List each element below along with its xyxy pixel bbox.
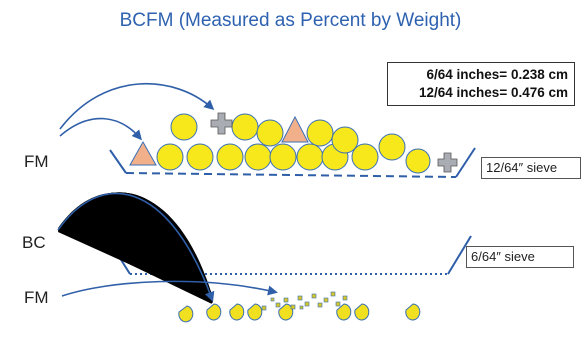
arrow-bc-curve-visible-2 — [58, 192, 213, 300]
arrow-fm-upper-2 — [59, 117, 142, 141]
lower-sieve-label: 6/64″ sieve — [466, 246, 574, 268]
arrow-broken-corn — [57, 192, 215, 302]
bc-label: BC — [22, 233, 46, 252]
whole-kernels — [156, 113, 431, 174]
arrow-fm-upper-1 — [59, 83, 215, 130]
fm-label-bottom: FM — [24, 288, 49, 307]
cross-shapes — [210, 112, 458, 173]
conversion-line-2: 12/64 inches= 0.476 cm — [419, 85, 568, 100]
fm-label-top: FM — [24, 152, 49, 171]
fine-particles — [261, 291, 348, 311]
foreign-material-triangles — [129, 115, 309, 166]
upper-sieve-pan — [109, 147, 476, 178]
diagram-title: BCFM (Measured as Percent by Weight) — [119, 10, 462, 31]
broken-corn-pieces — [178, 303, 421, 323]
conversion-box: 6/64 inches= 0.238 cm 12/64 inches= 0.47… — [387, 62, 575, 106]
conversion-line-1: 6/64 inches= 0.238 cm — [426, 67, 568, 82]
arrow-fm-lower — [61, 280, 278, 297]
